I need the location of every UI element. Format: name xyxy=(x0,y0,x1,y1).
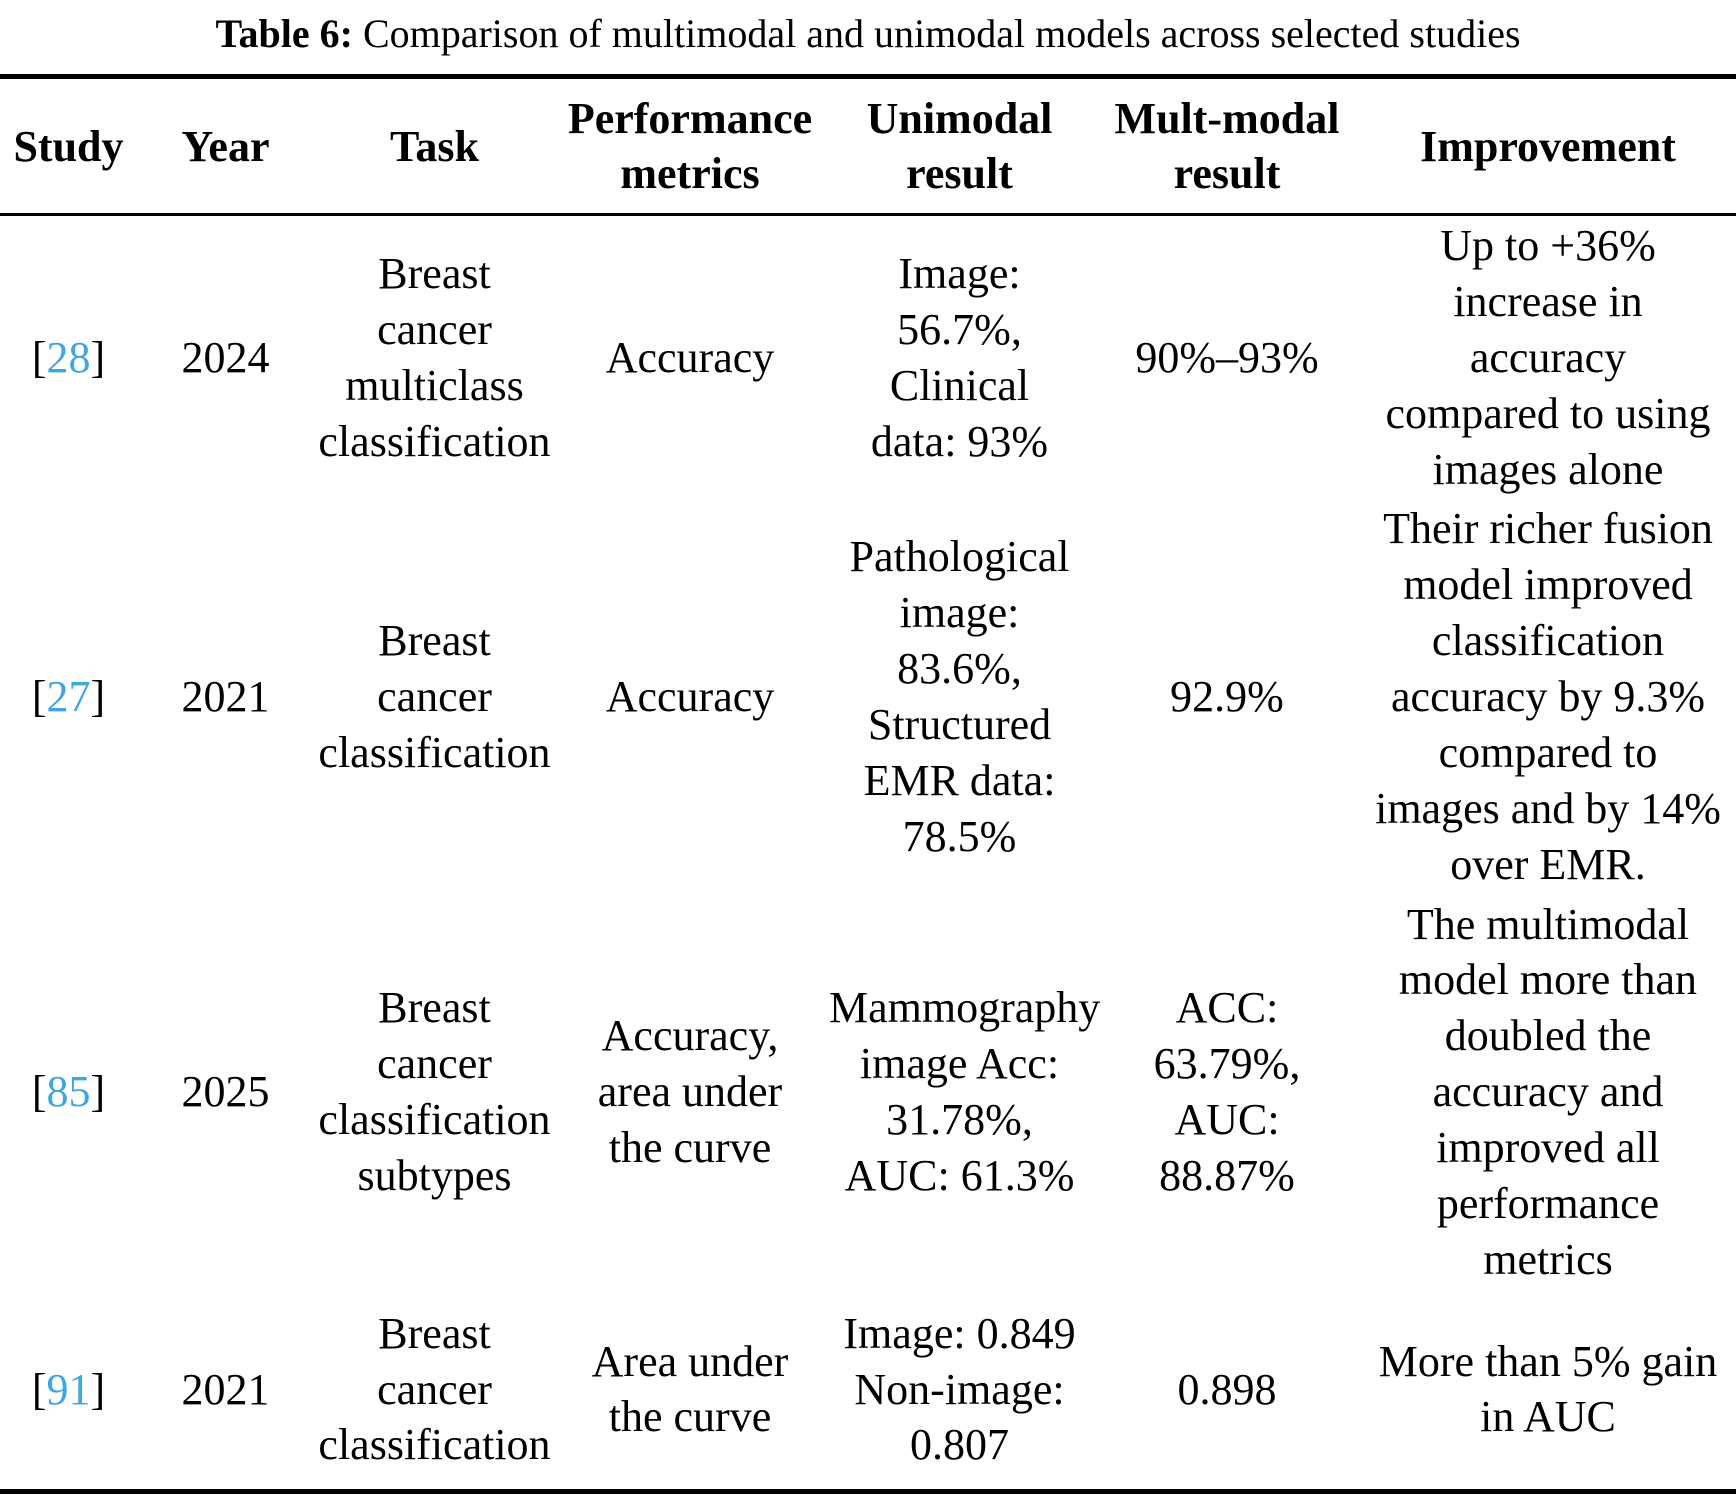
table-caption-text: Comparison of multimodal and unimodal mo… xyxy=(362,11,1521,56)
unimodal-result-cell: Image: 56.7%, Clinical data: 93% xyxy=(870,248,1049,466)
col-header-task: Task xyxy=(314,76,555,216)
citation-bracket-close: ] xyxy=(90,672,106,721)
table-row: [27] 2021 Breast cancer classification A… xyxy=(0,499,1736,894)
comparison-table: Study Year Task Performance metrics Unim… xyxy=(0,74,1736,1495)
citation-bracket-close: ] xyxy=(90,332,106,382)
multimodal-result-cell: 90%–93% xyxy=(1135,332,1319,382)
metrics-cell: Accuracy xyxy=(605,332,775,382)
col-header-study: Study xyxy=(0,76,137,216)
citation-link[interactable]: 85 xyxy=(46,1067,91,1117)
year-cell: 2021 xyxy=(181,672,270,721)
metrics-cell: Area under the curve xyxy=(591,1336,789,1442)
study-cell: [85] xyxy=(0,895,137,1290)
citation-link[interactable]: 91 xyxy=(46,1364,91,1414)
citation-bracket-open: [ xyxy=(31,1364,47,1414)
table-caption: Table 6: Comparison of multimodal and un… xyxy=(0,8,1736,60)
improvement-cell: Their richer fusion model improved class… xyxy=(1375,504,1721,889)
header-row: Study Year Task Performance metrics Unim… xyxy=(0,76,1736,216)
multimodal-result-cell: ACC: 63.79%, AUC: 88.87% xyxy=(1153,983,1301,1200)
citation-bracket-close: ] xyxy=(90,1067,106,1117)
multimodal-result-cell: 0.898 xyxy=(1177,1364,1277,1414)
citation-bracket-open: [ xyxy=(31,1067,47,1117)
task-cell: Breast cancer classification xyxy=(318,1308,551,1470)
unimodal-result-cell: Mammography image Acc: 31.78%, AUC: 61.3… xyxy=(829,983,1101,1200)
table-row: [91] 2021 Breast cancer classification A… xyxy=(0,1290,1736,1492)
improvement-cell: Up to +36% increase in accuracy compared… xyxy=(1385,221,1711,494)
col-header-unimodal-result: Unimodal result xyxy=(825,76,1094,216)
task-cell: Breast cancer multiclass classification xyxy=(318,248,551,466)
citation-link[interactable]: 27 xyxy=(46,672,91,721)
year-cell: 2025 xyxy=(181,1067,270,1117)
task-cell: Breast cancer classification xyxy=(318,616,551,777)
unimodal-result-cell: Image: 0.849 Non-image: 0.807 xyxy=(843,1308,1076,1470)
metrics-cell: Accuracy xyxy=(605,672,775,721)
table-caption-label: Table 6: xyxy=(215,11,353,56)
study-cell: [91] xyxy=(0,1290,137,1492)
improvement-cell: The multimodal model more than doubled t… xyxy=(1398,899,1698,1284)
study-cell: [27] xyxy=(0,499,137,894)
col-header-performance-metrics: Performance metrics xyxy=(555,76,825,216)
table-row: [28] 2024 Breast cancer multiclass class… xyxy=(0,215,1736,500)
year-cell: 2024 xyxy=(181,332,270,382)
table-row: [85] 2025 Breast cancer classification s… xyxy=(0,895,1736,1290)
col-header-improvement: Improvement xyxy=(1360,76,1736,216)
improvement-cell: More than 5% gain in AUC xyxy=(1378,1336,1718,1442)
year-cell: 2021 xyxy=(181,1364,270,1414)
metrics-cell: Accuracy, area under the curve xyxy=(597,1011,783,1172)
unimodal-result-cell: Pathological image: 83.6%, Structured EM… xyxy=(849,532,1070,861)
citation-bracket-open: [ xyxy=(31,332,47,382)
task-cell: Breast cancer classification subtypes xyxy=(318,983,551,1200)
col-header-multimodal-result: Mult-modal result xyxy=(1094,76,1360,216)
col-header-year: Year xyxy=(137,76,314,216)
multimodal-result-cell: 92.9% xyxy=(1170,672,1284,721)
citation-bracket-open: [ xyxy=(31,672,47,721)
citation-link[interactable]: 28 xyxy=(46,332,91,382)
citation-bracket-close: ] xyxy=(90,1364,106,1414)
study-cell: [28] xyxy=(0,215,137,500)
